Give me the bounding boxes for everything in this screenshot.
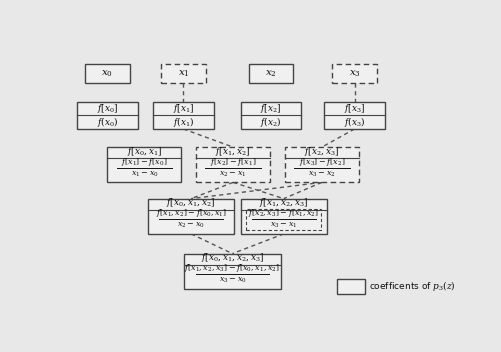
Text: $f[x_1,x_2,x_3]$: $f[x_1,x_2,x_3]$ xyxy=(259,196,308,209)
Bar xyxy=(77,102,137,129)
Text: $f[x_1,x_2]$: $f[x_1,x_2]$ xyxy=(215,145,250,158)
Bar xyxy=(148,199,233,234)
Text: $f[x_2,x_3]-f[x_1,x_2]$: $f[x_2,x_3]-f[x_1,x_2]$ xyxy=(247,207,319,219)
Text: $x_2-x_0$: $x_2-x_0$ xyxy=(177,221,204,230)
Text: $f[x_0]$: $f[x_0]$ xyxy=(97,102,118,115)
Bar xyxy=(240,199,326,234)
Bar xyxy=(240,199,326,234)
Bar xyxy=(85,64,130,83)
Text: $f[x_0,x_1,x_2]$: $f[x_0,x_1,x_2]$ xyxy=(166,196,215,209)
Text: $x_3-x_0$: $x_3-x_0$ xyxy=(218,276,246,285)
Text: $f[x_1]-f[x_0]$: $f[x_1]-f[x_0]$ xyxy=(121,156,167,168)
Text: $f[x_1,x_2,x_3]-f[x_0,x_1,x_2]$: $f[x_1,x_2,x_3]-f[x_0,x_1,x_2]$ xyxy=(184,263,280,275)
Bar xyxy=(240,102,301,129)
Text: $f(x_0)$: $f(x_0)$ xyxy=(97,115,118,130)
Bar xyxy=(285,147,358,182)
Text: $f[x_0,x_1]$: $f[x_0,x_1]$ xyxy=(127,145,162,158)
Bar xyxy=(77,102,137,129)
Bar xyxy=(107,147,181,182)
Text: $f[x_2,x_3]$: $f[x_2,x_3]$ xyxy=(304,145,339,158)
Bar xyxy=(248,64,293,83)
Bar xyxy=(332,64,376,83)
Bar xyxy=(148,199,233,234)
Text: $f(x_1)$: $f(x_1)$ xyxy=(172,115,194,130)
Bar xyxy=(196,147,270,182)
Bar xyxy=(324,102,384,129)
Bar xyxy=(153,102,213,129)
Bar xyxy=(196,147,270,182)
Text: $f[x_1]$: $f[x_1]$ xyxy=(172,102,194,115)
Text: $f[x_3]$: $f[x_3]$ xyxy=(343,102,365,115)
Bar xyxy=(336,279,364,294)
Text: $f[x_3]-f[x_2]$: $f[x_3]-f[x_2]$ xyxy=(298,156,344,168)
Text: $f[x_1,x_2]-f[x_0,x_1]$: $f[x_1,x_2]-f[x_0,x_1]$ xyxy=(155,207,226,219)
Bar xyxy=(240,102,301,129)
Bar xyxy=(248,64,293,83)
Bar xyxy=(183,254,281,289)
Bar xyxy=(161,64,205,83)
Text: $x_0$: $x_0$ xyxy=(101,68,113,78)
Text: $x_3-x_2$: $x_3-x_2$ xyxy=(308,169,335,178)
Text: $f(x_2)$: $f(x_2)$ xyxy=(260,115,281,130)
Text: $f[x_0,x_1,x_2,x_3]$: $f[x_0,x_1,x_2,x_3]$ xyxy=(200,251,264,264)
Bar xyxy=(153,102,213,129)
Text: $f(x_3)$: $f(x_3)$ xyxy=(343,115,365,130)
Text: coefficents of $p_3(z)$: coefficents of $p_3(z)$ xyxy=(369,279,455,293)
Text: $x_1-x_0$: $x_1-x_0$ xyxy=(130,169,158,178)
Bar xyxy=(332,64,376,83)
Bar xyxy=(285,147,358,182)
Bar xyxy=(85,64,130,83)
Bar xyxy=(245,209,321,230)
Bar xyxy=(183,254,281,289)
Text: $f[x_2]-f[x_1]$: $f[x_2]-f[x_1]$ xyxy=(209,156,256,168)
Text: $x_3-x_1$: $x_3-x_1$ xyxy=(270,221,297,230)
Text: $x_2-x_1$: $x_2-x_1$ xyxy=(219,169,246,178)
Text: $x_2$: $x_2$ xyxy=(265,68,276,78)
Text: $f[x_2]$: $f[x_2]$ xyxy=(260,102,281,115)
Bar xyxy=(324,102,384,129)
Text: $x_1$: $x_1$ xyxy=(177,68,189,78)
Text: $x_3$: $x_3$ xyxy=(348,68,360,78)
Bar xyxy=(107,147,181,182)
Bar xyxy=(161,64,205,83)
